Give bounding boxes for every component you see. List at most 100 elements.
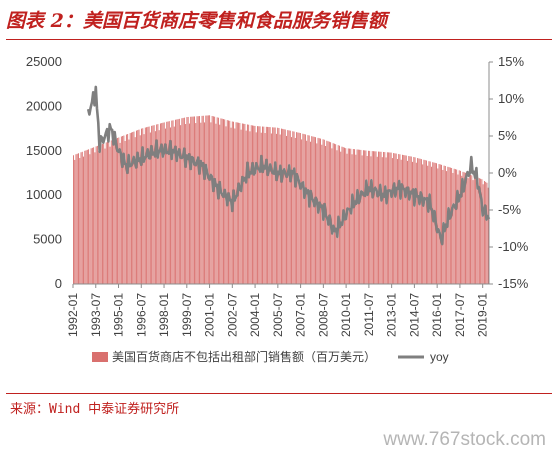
bar (152, 125, 154, 285)
bar (100, 144, 102, 284)
bar (389, 152, 391, 284)
bar (144, 127, 146, 284)
bar (210, 122, 212, 284)
bar (417, 158, 419, 284)
bar (278, 128, 280, 284)
bar (367, 150, 369, 284)
bar (422, 164, 424, 284)
bar (441, 164, 443, 284)
bar (462, 171, 464, 284)
bar (138, 129, 140, 284)
bar (123, 135, 125, 284)
bar (108, 141, 110, 284)
y-tick-label: 0 (55, 276, 62, 291)
bar (162, 122, 164, 284)
bar (80, 152, 82, 284)
bar (132, 132, 134, 284)
x-tick-label: 2001-01 (203, 293, 217, 337)
bar (117, 137, 119, 284)
bar (449, 167, 451, 284)
bar (175, 119, 177, 284)
bar (252, 125, 253, 284)
bar (370, 156, 372, 284)
bar (457, 174, 459, 284)
bar (246, 124, 248, 285)
bar (396, 159, 398, 284)
bar (167, 121, 169, 284)
bar (306, 140, 308, 284)
bar (385, 157, 387, 284)
bar (424, 160, 426, 284)
y2-tick-label: 0% (498, 165, 517, 180)
bar (125, 134, 127, 284)
bar (95, 146, 97, 284)
bar (432, 162, 434, 284)
bar (267, 126, 269, 284)
bar (471, 175, 473, 284)
bar (354, 149, 356, 284)
bar (291, 137, 292, 284)
bar (282, 128, 284, 284)
bar (188, 123, 190, 284)
y2-tick-label: 5% (498, 128, 517, 143)
bar (466, 173, 468, 284)
bar (482, 184, 484, 284)
bar (384, 152, 386, 284)
bar (136, 130, 137, 284)
bar (244, 123, 246, 285)
bar (283, 129, 285, 284)
bar (139, 135, 141, 284)
bar (273, 127, 275, 284)
bar (454, 169, 456, 284)
bar (312, 136, 314, 284)
bar (320, 138, 321, 284)
bar (365, 150, 367, 284)
bar (153, 125, 155, 285)
bar (103, 143, 105, 284)
bar (333, 143, 335, 284)
x-tick-label: 2017-07 (453, 293, 467, 337)
bar (467, 178, 469, 284)
y2-tick-label: -15% (498, 276, 529, 291)
bar (191, 116, 193, 284)
bar (171, 120, 173, 284)
bar (486, 182, 488, 284)
bar (199, 116, 200, 284)
x-tick-label: 2010-01 (339, 293, 353, 337)
bar (154, 131, 156, 284)
bar (255, 132, 257, 284)
bar (137, 130, 139, 284)
bar (76, 153, 78, 284)
bar (86, 149, 88, 284)
bar (330, 142, 332, 284)
bar (245, 130, 247, 284)
bar (400, 159, 402, 284)
bar (119, 142, 121, 284)
bar (264, 133, 266, 284)
bar (250, 125, 252, 284)
bar (388, 152, 390, 284)
bar (73, 155, 74, 284)
bar (350, 148, 352, 284)
bar (143, 134, 145, 284)
bar (357, 149, 359, 284)
bar (84, 150, 86, 284)
x-tick-label: 2005-07 (271, 293, 285, 337)
bar (405, 155, 407, 284)
bar (420, 159, 422, 284)
bar (185, 124, 187, 285)
bar (265, 126, 267, 284)
bar (297, 132, 299, 284)
bar (327, 141, 329, 284)
bar (268, 127, 270, 285)
legend: 美国百货商店不包括出租部门销售额（百万美元） yoy (92, 349, 449, 364)
bar (391, 158, 393, 284)
bar (249, 131, 251, 284)
bar (288, 130, 290, 284)
bar (209, 115, 211, 284)
bar (476, 181, 478, 284)
bar (147, 126, 149, 285)
bar (463, 172, 465, 284)
x-tick-label: 2013-01 (385, 293, 399, 337)
y-tick-label: 15000 (26, 143, 62, 158)
